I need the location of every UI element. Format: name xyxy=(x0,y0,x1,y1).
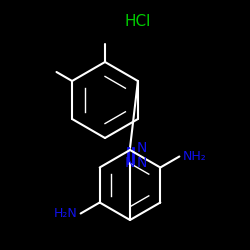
Text: HCl: HCl xyxy=(125,14,151,30)
Text: N: N xyxy=(125,156,135,170)
Text: NH₂: NH₂ xyxy=(182,150,206,163)
Text: N: N xyxy=(137,141,147,155)
Text: N: N xyxy=(137,156,147,170)
Text: H₂N: H₂N xyxy=(54,207,78,220)
